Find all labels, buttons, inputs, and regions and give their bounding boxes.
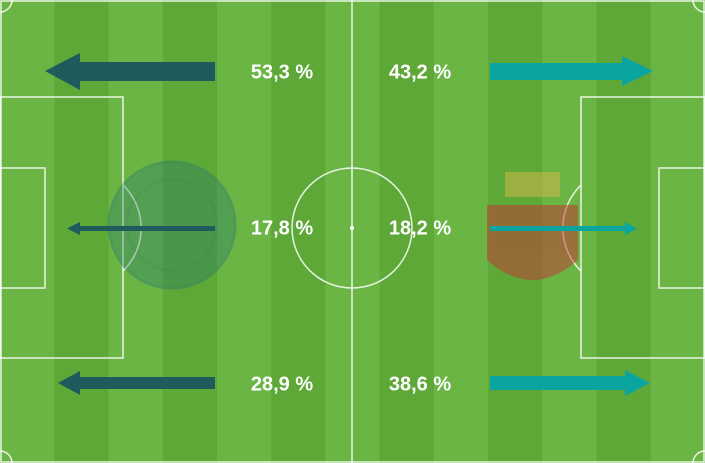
left-percentage: 53,3 % bbox=[251, 61, 313, 83]
right-percentage: 43,2 % bbox=[389, 61, 451, 83]
stripe bbox=[379, 0, 435, 463]
right-team-logo bbox=[487, 172, 578, 280]
stripe bbox=[216, 0, 272, 463]
left-team-logo bbox=[107, 160, 237, 290]
right-percentage: 18,2 % bbox=[389, 217, 451, 239]
stripe bbox=[0, 0, 55, 463]
stripe bbox=[650, 0, 705, 463]
right-percentage: 38,6 % bbox=[389, 373, 451, 395]
stripe bbox=[433, 0, 489, 463]
right-arrows bbox=[490, 56, 653, 396]
stripe bbox=[271, 0, 326, 463]
left-percentage: 28,9 % bbox=[251, 373, 313, 395]
left-arrows bbox=[45, 53, 215, 395]
left-percentage: 17,8 % bbox=[251, 217, 313, 239]
